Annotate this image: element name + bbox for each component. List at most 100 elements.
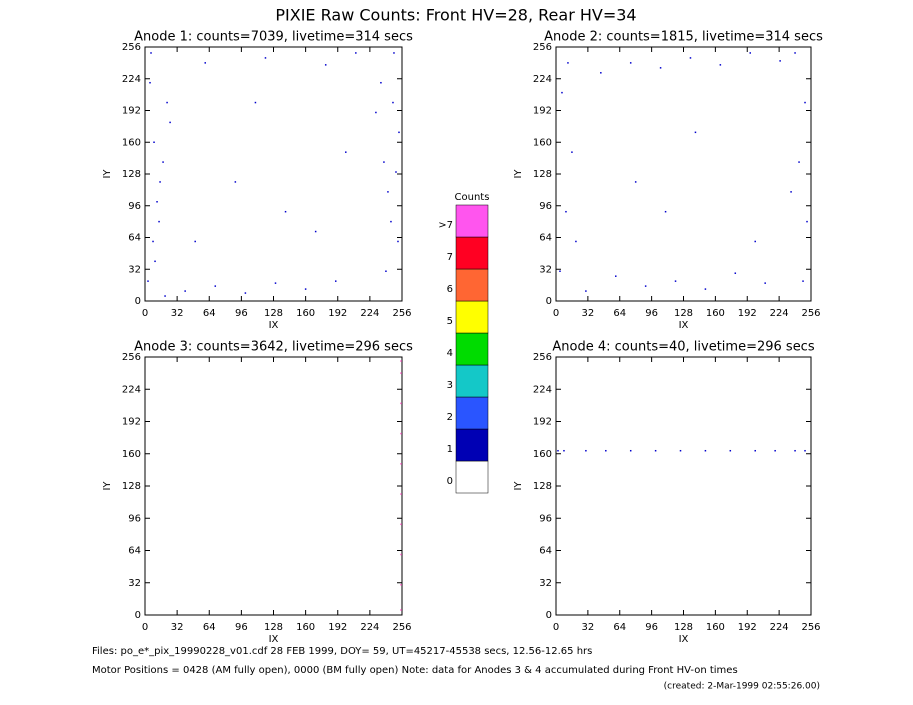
x-tick-label: 64: [613, 622, 626, 633]
point: [654, 449, 657, 452]
color-swatch: [455, 396, 489, 430]
point: [385, 270, 387, 272]
x-tick-label: 128: [674, 622, 693, 633]
colorbar-label: 4: [447, 348, 453, 359]
y-tick-label: 224: [533, 74, 552, 85]
point: [158, 220, 160, 223]
y-tick-label: 160: [533, 137, 552, 148]
y-tick-label: 64: [539, 233, 552, 244]
x-tick-label: 192: [328, 308, 347, 319]
y-tick-label: 0: [546, 610, 552, 621]
point: [644, 285, 647, 287]
y-tick-label: 64: [128, 546, 141, 557]
color-swatch: [455, 460, 489, 494]
point: [345, 151, 347, 153]
point: [798, 161, 800, 163]
y-tick-label: 32: [128, 264, 141, 275]
point: [794, 449, 796, 452]
point: [398, 131, 400, 134]
y-tick-label: 64: [128, 233, 141, 244]
x-tick-label: 256: [392, 622, 411, 633]
point: [390, 220, 392, 223]
y-tick-label: 256: [533, 352, 552, 363]
point: [689, 57, 692, 59]
point: [567, 62, 569, 64]
point: [600, 72, 602, 74]
point: [304, 288, 307, 290]
x-tick-label: 64: [203, 308, 216, 319]
x-tick-label: 96: [645, 622, 658, 633]
x-tick-label: 192: [738, 622, 757, 633]
point: [254, 101, 257, 104]
point: [169, 121, 171, 124]
x-tick-label: 0: [142, 622, 148, 633]
x-tick-label: 32: [582, 308, 595, 319]
point: [400, 553, 402, 556]
point: [387, 191, 389, 193]
point: [154, 260, 156, 263]
point: [264, 57, 267, 59]
point: [324, 64, 327, 66]
x-tick-label: 256: [392, 308, 411, 319]
y-tick-label: 256: [122, 42, 141, 53]
color-swatch: [455, 332, 489, 366]
point: [194, 240, 196, 243]
point: [659, 67, 662, 69]
x-tick-label: 192: [328, 622, 347, 633]
y-tick-label: 256: [533, 42, 552, 53]
point: [150, 52, 152, 54]
point: [380, 81, 382, 84]
point: [153, 141, 155, 143]
footer-files: Files: po_e*_pix_19990228_v01.cdf 28 FEB…: [92, 646, 592, 657]
y-axis-label: IY: [513, 169, 524, 179]
x-tick-label: 192: [738, 308, 757, 319]
x-tick-label: 224: [770, 622, 789, 633]
y-tick-label: 128: [533, 169, 552, 180]
color-swatch: [455, 236, 489, 270]
y-tick-label: 128: [122, 169, 141, 180]
point: [754, 240, 756, 243]
x-tick-label: 0: [142, 308, 148, 319]
point: [585, 290, 587, 292]
color-swatch: [455, 268, 489, 302]
point: [214, 285, 217, 287]
panel-title: Anode 3: counts=3642, livetime=296 secs: [134, 340, 413, 355]
y-tick-label: 0: [135, 296, 141, 307]
point: [334, 280, 337, 282]
x-tick-label: 96: [645, 308, 658, 319]
y-tick-label: 160: [122, 137, 141, 148]
point: [393, 52, 395, 54]
y-tick-label: 224: [122, 74, 141, 85]
point: [749, 52, 751, 54]
panel-title: Anode 4: counts=40, livetime=296 secs: [552, 340, 814, 355]
y-tick-label: 192: [122, 417, 141, 428]
y-tick-label: 192: [122, 106, 141, 117]
y-axis-label: IY: [102, 481, 113, 491]
point: [166, 101, 168, 104]
x-tick-label: 32: [582, 622, 595, 633]
x-tick-label: 32: [171, 308, 184, 319]
y-axis-label: IY: [513, 481, 524, 491]
point: [164, 295, 166, 297]
point: [314, 230, 317, 233]
point: [719, 64, 722, 66]
y-tick-label: 64: [539, 546, 552, 557]
colorbar-label: 2: [447, 412, 453, 423]
point: [284, 210, 287, 213]
footer-motor: Motor Positions = 0428 (AM fully open), …: [92, 665, 738, 676]
panel-title: Anode 2: counts=1815, livetime=314 secs: [544, 30, 823, 45]
point: [204, 62, 206, 64]
x-tick-label: 128: [264, 622, 283, 633]
point: [806, 220, 808, 223]
point: [704, 449, 707, 452]
point: [605, 449, 607, 452]
point: [575, 240, 577, 243]
y-tick-label: 128: [533, 481, 552, 492]
page-title: PIXIE Raw Counts: Front HV=28, Rear HV=3…: [275, 6, 636, 25]
point: [400, 584, 402, 586]
color-swatch: [455, 428, 489, 462]
colorbar-label: 0: [447, 476, 453, 487]
point: [779, 60, 781, 62]
x-tick-label: 160: [296, 622, 315, 633]
x-axis-label: IX: [269, 320, 279, 331]
